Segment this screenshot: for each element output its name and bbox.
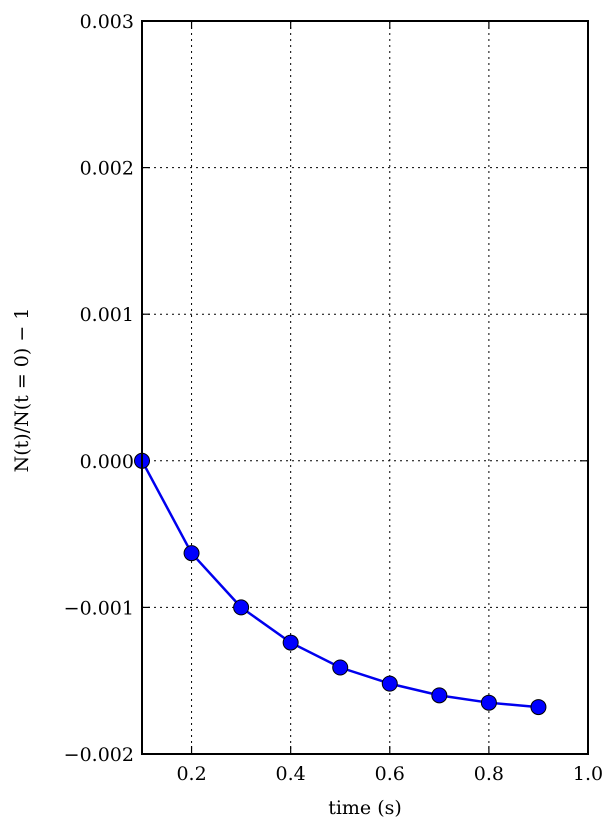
x-tick-label: 0.2: [176, 763, 206, 785]
data-point: [332, 659, 349, 676]
x-tick-label: 0.8: [474, 763, 504, 785]
data-point: [480, 694, 497, 711]
y-tick-labels: −0.002 −0.001 0.000 0.001 0.002 0.003: [64, 11, 134, 766]
x-tick-labels: 0.2 0.4 0.6 0.8 1.0: [176, 763, 603, 785]
data-point: [282, 634, 299, 651]
y-tick-label: 0.003: [80, 11, 134, 33]
y-tick-label: −0.001: [64, 597, 134, 619]
x-tick-label: 0.6: [375, 763, 405, 785]
y-tick-label: 0.002: [80, 158, 134, 180]
data-series: [134, 452, 547, 716]
y-tick-label: 0.001: [80, 304, 134, 326]
data-point: [431, 687, 448, 704]
y-tick-label: −0.002: [64, 744, 134, 766]
plot-frame: [141, 20, 589, 755]
grid-lines: [142, 20, 589, 755]
data-point: [530, 699, 547, 716]
x-tick-label: 0.4: [276, 763, 306, 785]
x-axis-label: time (s): [328, 797, 402, 819]
x-tick-label: 1.0: [573, 763, 603, 785]
axis-ticks: [142, 20, 589, 755]
y-axis-label: N(t)/N(t = 0) − 1: [11, 308, 33, 473]
y-tick-label: 0.000: [80, 451, 134, 473]
data-point: [183, 545, 200, 562]
data-point: [381, 675, 398, 692]
data-point: [233, 599, 250, 616]
